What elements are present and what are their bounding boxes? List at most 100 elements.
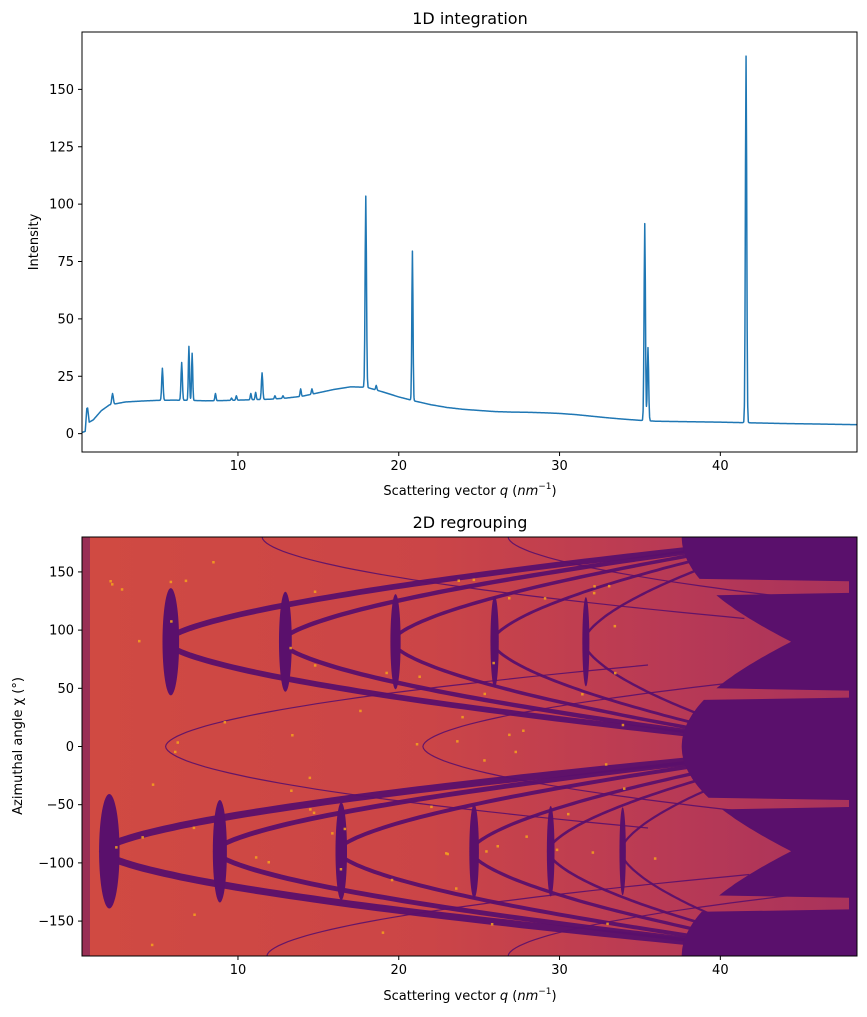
line-chart-plot-area bbox=[82, 55, 857, 434]
y-tick-label: 150 bbox=[49, 83, 74, 98]
y-tick-label: 0 bbox=[66, 740, 74, 755]
y-tick-label: 75 bbox=[57, 255, 74, 270]
ring-arc-vertex bbox=[335, 802, 348, 901]
thin-ring-arc bbox=[164, 664, 649, 829]
ring-arc-vertex bbox=[390, 594, 401, 690]
x-tick-label: 20 bbox=[390, 963, 407, 978]
hot-spot-pixel bbox=[267, 861, 270, 864]
hot-spot-pixel bbox=[446, 852, 449, 856]
hot-spot-pixel bbox=[581, 693, 584, 696]
hot-spot-pixel bbox=[109, 580, 112, 583]
line-chart-x-axis-label: Scattering vector q (nm−1) bbox=[383, 482, 556, 499]
y-tick-label: 125 bbox=[49, 140, 74, 155]
ring-arc-vertex bbox=[278, 591, 292, 692]
hot-spot-pixel bbox=[111, 583, 114, 586]
hot-spot-pixel bbox=[614, 671, 617, 675]
hot-spot-pixel bbox=[184, 579, 188, 583]
hot-spot-pixel bbox=[456, 740, 459, 743]
ring-arc-vertex bbox=[212, 800, 227, 903]
hot-spot-pixel bbox=[591, 851, 595, 854]
hot-spot-pixel bbox=[508, 733, 511, 737]
hot-spot-pixel bbox=[567, 812, 570, 816]
hot-spot-pixel bbox=[212, 561, 215, 564]
hot-spot-pixel bbox=[193, 913, 196, 916]
hot-spot-pixel bbox=[430, 805, 433, 809]
x-tick-label: 30 bbox=[551, 459, 568, 474]
thin-ring-arc bbox=[507, 537, 857, 606]
hot-spot-pixel bbox=[485, 850, 488, 853]
hot-spot-pixel bbox=[492, 661, 495, 665]
line-chart-frame bbox=[81, 31, 858, 453]
hot-spot-pixel bbox=[390, 878, 394, 882]
hot-spot-pixel bbox=[331, 832, 334, 835]
thin-ring-arc bbox=[261, 537, 745, 620]
hot-spot-pixel bbox=[313, 590, 317, 593]
heatmap-x-axis-label: Scattering vector q (nm−1) bbox=[383, 987, 556, 1004]
hot-spot-pixel bbox=[308, 776, 312, 780]
hot-spot-pixel bbox=[606, 922, 609, 926]
hot-spot-pixel bbox=[621, 723, 625, 727]
heatmap-y-ticks: 150 100 50 0 −50 −100 −150 bbox=[38, 565, 82, 930]
hot-spot-pixel bbox=[653, 857, 657, 860]
y-tick-label: −100 bbox=[38, 856, 74, 871]
hot-spot-pixel bbox=[339, 868, 343, 871]
y-tick-label: 0 bbox=[66, 427, 74, 442]
ring-arc-vertex bbox=[582, 597, 590, 687]
hot-spot-pixel bbox=[592, 591, 596, 595]
x-tick-label: 40 bbox=[712, 963, 729, 978]
hot-spot-pixel bbox=[120, 588, 124, 591]
hot-spot-pixel bbox=[613, 624, 617, 628]
hot-spot-pixel bbox=[472, 578, 476, 582]
hot-spot-pixel bbox=[141, 836, 144, 839]
x-tick-label: 40 bbox=[712, 459, 729, 474]
line-chart-y-ticks: 0 25 50 75 100 125 150 bbox=[49, 83, 82, 442]
hot-spot-pixel bbox=[555, 848, 559, 852]
heatmap-panel: 2D regrouping 10 20 30 40 150 100 50 0 −50 −100 −… bbox=[11, 513, 858, 1004]
hot-spot-pixel bbox=[607, 584, 611, 588]
ring-arc-vertex bbox=[546, 806, 555, 897]
hot-spot-pixel bbox=[150, 943, 154, 947]
ring-arc-vertex bbox=[619, 807, 626, 896]
hot-spot-pixel bbox=[312, 811, 316, 815]
thin-ring-arc bbox=[422, 669, 857, 824]
hot-spot-pixel bbox=[313, 664, 317, 667]
hot-spot-pixel bbox=[174, 750, 177, 754]
line-chart-x-ticks: 10 20 30 40 bbox=[230, 452, 729, 474]
hot-spot-pixel bbox=[522, 729, 525, 732]
heatmap-plot-area bbox=[82, 537, 857, 956]
hot-spot-pixel bbox=[289, 646, 292, 650]
x-tick-label: 10 bbox=[230, 459, 247, 474]
heatmap-x-ticks: 10 20 30 40 bbox=[230, 956, 729, 978]
thin-ring-arc bbox=[266, 873, 750, 956]
x-tick-label: 20 bbox=[390, 459, 407, 474]
hot-spot-pixel bbox=[543, 597, 547, 600]
line-chart-y-axis-label: Intensity bbox=[27, 213, 42, 270]
hot-spot-pixel bbox=[457, 579, 460, 582]
ring-arc-vertex bbox=[162, 588, 180, 696]
hot-spot-pixel bbox=[381, 931, 385, 934]
hot-spot-pixel bbox=[343, 827, 347, 831]
heatmap-y-axis-label: Azimuthal angle χ (°) bbox=[11, 677, 26, 815]
hot-spot-pixel bbox=[415, 743, 419, 746]
hot-spot-pixel bbox=[483, 692, 486, 696]
intensity-series-line bbox=[82, 55, 857, 434]
hot-spot-pixel bbox=[192, 826, 196, 830]
heatmap-title: 2D regrouping bbox=[413, 513, 528, 532]
hot-spot-pixel bbox=[169, 580, 173, 584]
hot-spot-pixel bbox=[309, 808, 312, 811]
hot-spot-pixel bbox=[223, 721, 227, 724]
thin-ring-arc bbox=[507, 887, 857, 956]
line-chart-title: 1D integration bbox=[412, 9, 527, 28]
heatmap-arcs bbox=[98, 537, 857, 956]
hot-spot-pixel bbox=[525, 835, 528, 838]
hot-spot-pixel bbox=[151, 783, 155, 786]
y-tick-label: 100 bbox=[49, 624, 74, 639]
ring-arc-vertex bbox=[469, 804, 479, 899]
hot-spot-pixel bbox=[138, 639, 141, 643]
heatmap-hot-spots bbox=[109, 561, 657, 947]
hot-spot-pixel bbox=[514, 750, 517, 754]
hot-spot-pixel bbox=[254, 856, 258, 859]
hot-spot-pixel bbox=[508, 597, 511, 600]
y-tick-label: 100 bbox=[49, 198, 74, 213]
